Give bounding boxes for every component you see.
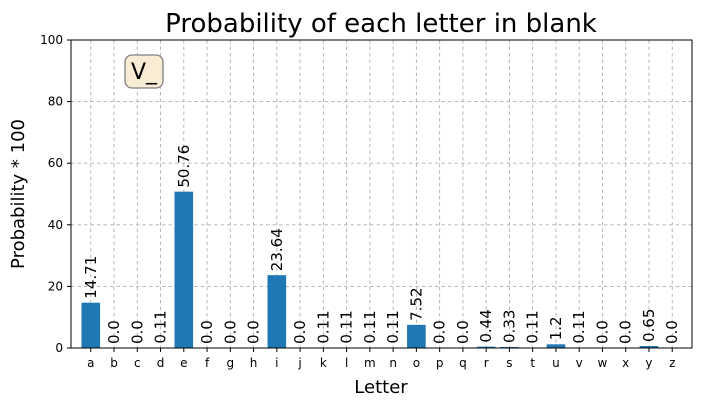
x-tick-label-a: a [87, 356, 94, 370]
data-label-a: 14.71 [82, 256, 100, 299]
y-tick-label: 0 [55, 341, 63, 355]
x-tick-label-j: j [297, 356, 301, 370]
data-label-v: 0.11 [570, 310, 588, 343]
x-tick-label-u: u [552, 356, 560, 370]
x-tick-label-z: z [669, 356, 675, 370]
bar-o [407, 324, 426, 348]
x-tick-label-b: b [110, 356, 118, 370]
bar-s [500, 346, 519, 348]
bar-y [639, 345, 659, 348]
annotation-text: V_ [131, 60, 158, 85]
x-tick-label-o: o [413, 356, 420, 370]
bar-e [174, 191, 194, 348]
x-tick-label-r: r [484, 356, 489, 370]
bar-u [546, 344, 566, 348]
data-label-w: 0.0 [593, 320, 611, 344]
x-tick-label-y: y [645, 356, 652, 370]
data-label-j: 0.0 [291, 320, 309, 344]
y-tick-label: 80 [48, 95, 63, 109]
x-tick-label-n: n [389, 356, 397, 370]
data-label-q: 0.0 [454, 320, 472, 344]
data-label-p: 0.0 [431, 320, 449, 344]
y-tick-label: 20 [48, 279, 63, 293]
data-label-f: 0.0 [198, 320, 216, 344]
data-label-c: 0.0 [128, 320, 146, 344]
x-tick-label-c: c [134, 356, 141, 370]
data-label-u: 1.2 [547, 316, 565, 340]
x-tick-label-g: g [227, 356, 235, 370]
data-labels: 14.71 0.0 0.0 0.11 50.76 0.0 0.0 0.0 23.64 0.0 0.1… [82, 145, 681, 344]
x-tick-label-p: p [436, 356, 444, 370]
data-label-d: 0.11 [152, 310, 170, 343]
x-axis-label: Letter [354, 377, 408, 398]
data-label-m: 0.11 [361, 310, 379, 343]
data-label-o: 7.52 [407, 287, 425, 320]
x-tick-label-m: m [364, 356, 376, 370]
y-tick-label: 40 [48, 218, 63, 232]
data-label-h: 0.0 [245, 320, 263, 344]
data-label-i: 23.64 [268, 228, 286, 271]
x-tick-label-k: k [320, 356, 327, 370]
data-label-l: 0.11 [338, 310, 356, 343]
data-label-r: 0.44 [477, 309, 495, 342]
x-tick-label-h: h [250, 356, 258, 370]
x-tick-label-v: v [576, 356, 583, 370]
bar-r [476, 346, 496, 348]
data-label-e: 50.76 [175, 145, 193, 188]
data-label-s: 0.33 [500, 310, 518, 343]
plot-frame [70, 39, 693, 349]
annotation: V_ [124, 54, 164, 89]
axes: a b c d e f g h i j k l m n o p q r s t u v w x y z 0 20 40 60 80 100 [40, 33, 693, 370]
x-tick-label-i: i [275, 356, 278, 370]
data-label-b: 0.0 [105, 320, 123, 344]
x-tick-label-l: l [345, 356, 348, 370]
bars [81, 191, 659, 348]
x-tick-label-e: e [180, 356, 187, 370]
data-label-n: 0.11 [384, 310, 402, 343]
annotation-box [124, 54, 164, 89]
y-axis-label: Probability * 100 [8, 119, 29, 269]
x-tick-label-s: s [506, 356, 512, 370]
bar-i [267, 275, 287, 348]
data-label-x: 0.0 [617, 320, 635, 344]
data-label-k: 0.11 [314, 310, 332, 343]
x-tick-label-x: x [622, 356, 629, 370]
bar-a [81, 302, 101, 348]
data-label-t: 0.11 [524, 310, 542, 343]
grid-layer [71, 39, 692, 349]
x-tick-label-f: f [205, 356, 210, 370]
y-tick-label: 60 [48, 156, 63, 170]
data-label-z: 0.0 [663, 320, 681, 344]
x-tick-label-w: w [598, 356, 608, 370]
chart-title: Probability of each letter in blank [165, 9, 597, 39]
x-tick-label-q: q [459, 356, 467, 370]
x-tick-label-t: t [530, 356, 535, 370]
data-label-g: 0.0 [221, 320, 239, 344]
x-tick-label-d: d [157, 356, 165, 370]
data-label-y: 0.65 [640, 309, 658, 342]
y-tick-label: 100 [40, 33, 63, 47]
